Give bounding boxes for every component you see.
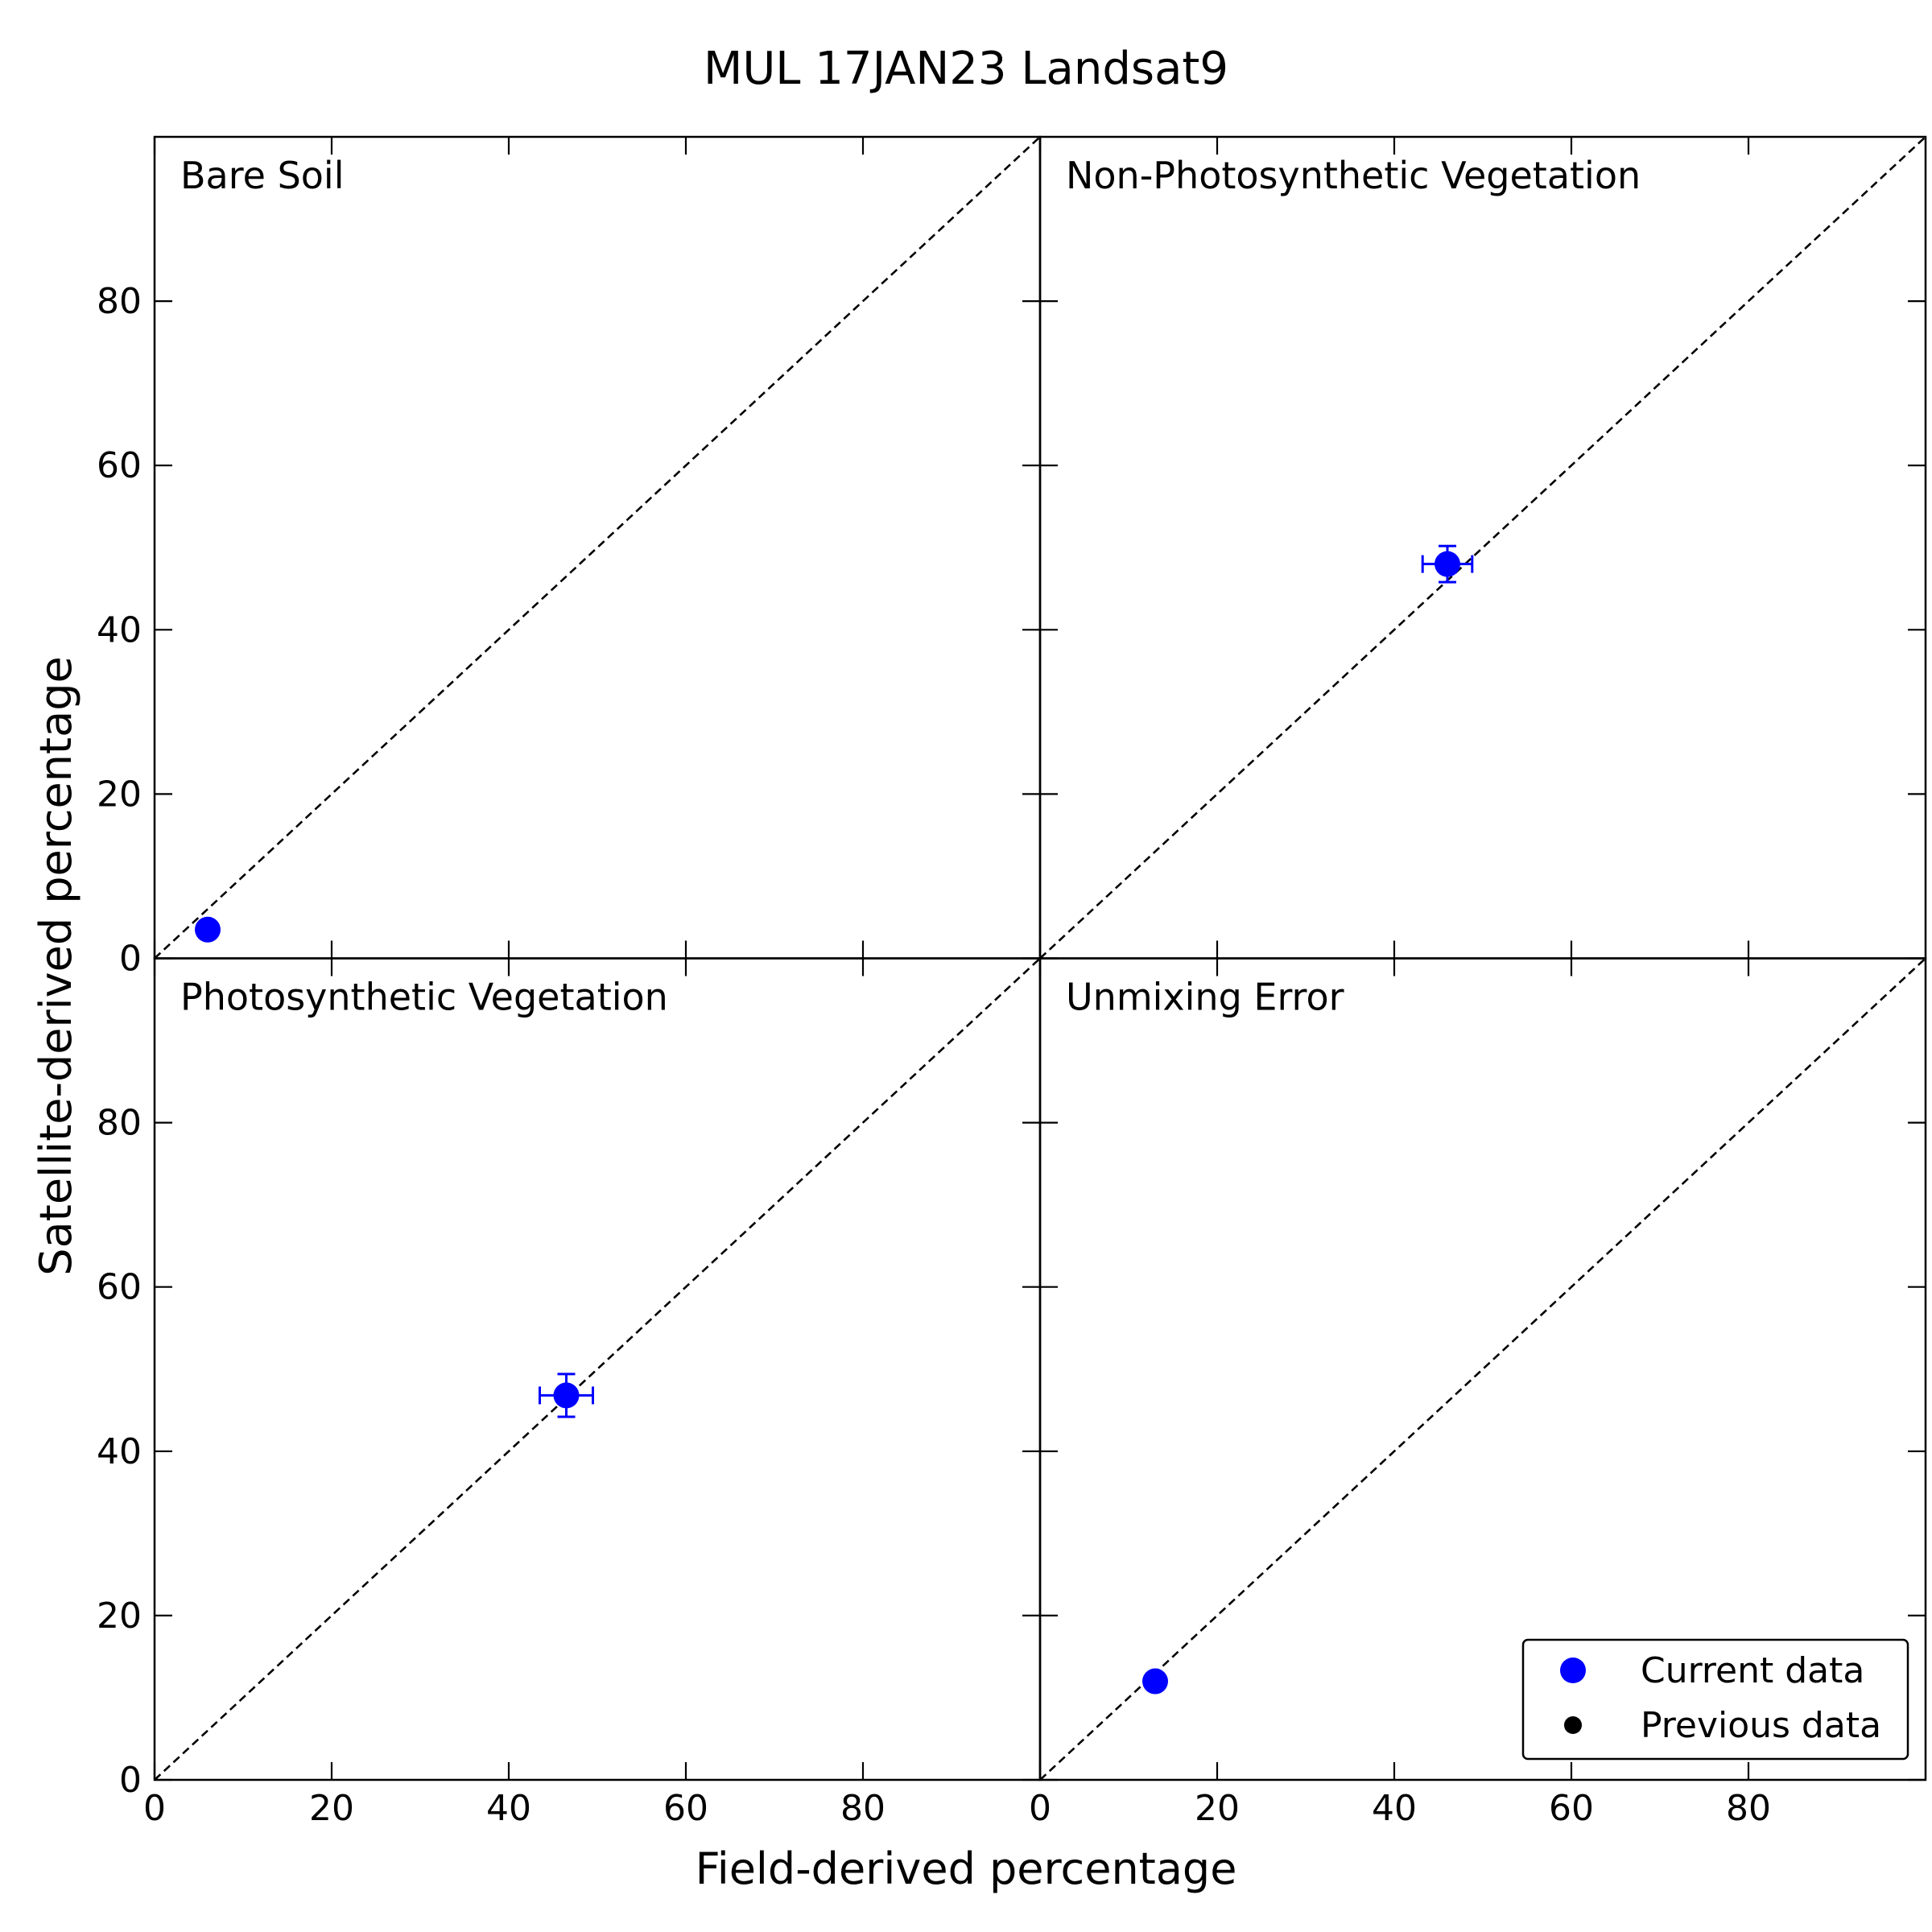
x-tick-label-unmixing-error: 80 <box>1726 1788 1771 1829</box>
panels-group: 0 20 40 60 80 Bare Soil Non-Photosynthetic Veg… <box>97 135 1927 1829</box>
x-tick-label-photosynthetic-vegetation: 20 <box>309 1788 354 1829</box>
panel-label-non-photosynthetic-vegetation: Non-Photosynthetic Vegetation <box>1066 154 1641 197</box>
x-tick-label-unmixing-error: 60 <box>1549 1788 1594 1829</box>
x-axis-label: Field-derived percentage <box>696 1843 1237 1894</box>
one-to-one-line-photosynthetic-vegetation <box>154 957 1041 1781</box>
x-tick-label-photosynthetic-vegetation: 80 <box>840 1788 886 1829</box>
one-to-one-line-unmixing-error <box>1039 957 1926 1781</box>
data-point-unmixing-error <box>1142 1668 1168 1695</box>
one-to-one-line-bare-soil <box>154 136 1041 960</box>
y-tick-label-photosynthetic-vegetation: 80 <box>97 1103 142 1144</box>
y-tick-label-photosynthetic-vegetation: 40 <box>97 1431 142 1472</box>
legend: Current data Previous data <box>1521 1638 1909 1761</box>
y-tick-label-bare-soil: 80 <box>97 281 142 322</box>
x-tick-label-unmixing-error: 40 <box>1372 1788 1417 1829</box>
legend-label-current-data: Current data <box>1641 1650 1864 1691</box>
x-tick-label-photosynthetic-vegetation: 0 <box>143 1788 166 1829</box>
y-tick-label-bare-soil: 20 <box>97 774 142 815</box>
y-tick-label-bare-soil: 40 <box>97 609 142 650</box>
legend-label-previous-data: Previous data <box>1641 1705 1881 1746</box>
y-tick-label-bare-soil: 60 <box>97 445 142 486</box>
data-point-non-photosynthetic-vegetation <box>1435 551 1460 577</box>
y-tick-label-bare-soil: 0 <box>119 939 142 980</box>
data-point-bare-soil <box>195 916 221 943</box>
panel-label-photosynthetic-vegetation: Photosynthetic Vegetation <box>180 976 668 1019</box>
panel-frame-unmixing-error <box>1038 957 1927 1781</box>
chart-title: MUL 17JAN23 Landsat9 <box>704 43 1228 95</box>
panel-label-bare-soil: Bare Soil <box>180 154 344 197</box>
x-tick-label-unmixing-error: 0 <box>1029 1788 1051 1829</box>
y-tick-label-photosynthetic-vegetation: 20 <box>97 1596 142 1637</box>
y-tick-label-photosynthetic-vegetation: 0 <box>119 1760 142 1801</box>
data-point-photosynthetic-vegetation <box>553 1382 580 1409</box>
y-tick-label-photosynthetic-vegetation: 60 <box>97 1267 142 1308</box>
x-tick-label-photosynthetic-vegetation: 60 <box>663 1788 708 1829</box>
panel-label-unmixing-error: Unmixing Error <box>1066 976 1344 1019</box>
x-tick-label-photosynthetic-vegetation: 40 <box>486 1788 531 1829</box>
x-tick-label-unmixing-error: 20 <box>1195 1788 1240 1829</box>
legend-box <box>1521 1638 1909 1761</box>
one-to-one-line-non-photosynthetic-vegetation <box>1039 136 1926 960</box>
legend-marker-current-data <box>1560 1657 1586 1683</box>
legend-marker-previous-data <box>1564 1716 1582 1734</box>
y-axis-label: Satellite-derived percentage <box>31 656 81 1275</box>
